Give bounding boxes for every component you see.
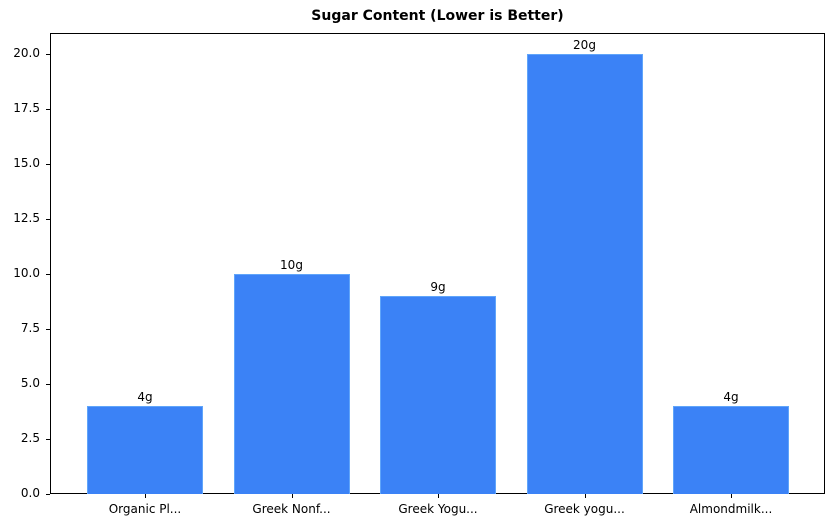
bar bbox=[87, 406, 203, 494]
y-tick-label: 20.0 bbox=[13, 46, 40, 60]
bar-value-label: 10g bbox=[280, 258, 303, 272]
y-tick-label: 7.5 bbox=[20, 321, 40, 335]
bar-value-label: 20g bbox=[573, 38, 596, 52]
x-tick-mark bbox=[438, 494, 439, 498]
y-tick-mark bbox=[46, 384, 50, 385]
y-tick-label: 12.5 bbox=[13, 211, 40, 225]
bar-value-label: 4g bbox=[723, 390, 739, 404]
x-tick-mark bbox=[731, 494, 732, 498]
x-tick-mark bbox=[584, 494, 586, 498]
x-tick-label: Almondmilk... bbox=[689, 502, 773, 516]
x-tick-label: Greek Nonf... bbox=[252, 502, 331, 516]
bar bbox=[233, 274, 350, 494]
y-tick-label: 17.5 bbox=[13, 101, 40, 115]
x-tick-mark bbox=[145, 494, 146, 498]
y-tick-mark bbox=[46, 54, 50, 55]
y-tick-label: 10.0 bbox=[13, 266, 40, 280]
x-tick-label: Greek Yogu... bbox=[398, 502, 478, 516]
bar-value-label: 9g bbox=[430, 280, 446, 294]
y-tick-mark bbox=[46, 439, 50, 440]
y-tick-label: 0.0 bbox=[20, 486, 40, 500]
y-tick-label: 2.5 bbox=[20, 431, 40, 445]
y-tick-mark bbox=[46, 274, 50, 275]
y-tick-label: 15.0 bbox=[13, 156, 40, 170]
y-tick-mark bbox=[46, 494, 50, 495]
x-tick-label: Greek yogu... bbox=[544, 502, 625, 516]
bar bbox=[526, 54, 643, 494]
y-tick-mark bbox=[46, 164, 50, 165]
y-tick-label: 5.0 bbox=[20, 376, 40, 390]
bar bbox=[673, 406, 789, 494]
y-tick-mark bbox=[46, 329, 50, 330]
bar bbox=[380, 296, 496, 494]
bar-value-label: 4g bbox=[137, 390, 153, 404]
chart-title: Sugar Content (Lower is Better) bbox=[311, 8, 564, 24]
x-tick-label: Organic Pl... bbox=[108, 502, 182, 516]
y-tick-mark bbox=[46, 219, 50, 220]
x-tick-mark bbox=[291, 494, 293, 498]
y-tick-mark bbox=[46, 109, 50, 110]
